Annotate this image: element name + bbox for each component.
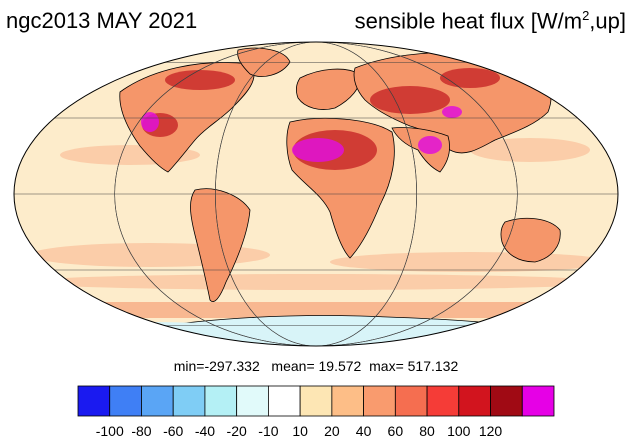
colorbar-tick-label: 80: [419, 423, 435, 439]
min-value: -297.332: [204, 358, 260, 374]
colorbar-box: [458, 385, 491, 417]
colorbar-box: [141, 385, 174, 417]
mean-value: 19.572: [318, 358, 362, 374]
extreme-spots: [141, 106, 462, 162]
colorbar-tick-label: -40: [195, 423, 215, 439]
variable-title-suffix: ,up]: [589, 8, 626, 34]
colorbar-box: [109, 385, 142, 417]
europe: [295, 68, 361, 110]
colorbar-tick-label: -10: [258, 423, 278, 439]
colorbar-tick-label: 40: [356, 423, 372, 439]
colorbar-box: [299, 385, 333, 417]
meridian-line: [215, 42, 417, 346]
mean-label: mean=: [271, 358, 315, 374]
colorbar-box: [204, 385, 238, 417]
variable-title-prefix: sensible heat flux [W/m: [354, 8, 583, 34]
variable-title-superscript: 2: [582, 8, 590, 23]
land-masses: [119, 47, 561, 346]
variable-title: sensible heat flux [W/m2,up]: [355, 8, 626, 34]
min-label: min=: [173, 358, 205, 374]
colorbar-tick-label: 20: [324, 423, 340, 439]
colorbar-box: [426, 385, 460, 417]
max-label: max=: [369, 358, 404, 374]
southern-ocean-band: [14, 302, 618, 318]
colorbar-box: [363, 385, 396, 417]
south-america: [190, 188, 251, 302]
colorbar-tick-label: 10: [292, 423, 308, 439]
colorbar-box: [394, 385, 428, 417]
colorbar-tick-label: 120: [479, 423, 503, 439]
statistics-line: min=-297.332 mean= 19.572 max= 517.132: [0, 358, 632, 374]
colorbar-box: [521, 385, 555, 417]
globe-outline: [13, 41, 619, 347]
colorbar-tick-label: -60: [163, 423, 183, 439]
colorbar-tick-label: -100: [96, 423, 124, 439]
australia: [500, 217, 561, 263]
colorbar-box: [172, 385, 206, 417]
colorbar-box: [490, 385, 523, 417]
graticule: [14, 42, 618, 346]
colorbar-tick-label: -80: [131, 423, 151, 439]
colorbar-tick-label: -20: [227, 423, 247, 439]
colorbar-tick-label: 60: [388, 423, 404, 439]
max-value: 517.132: [407, 358, 459, 374]
colorbar-tick-label: 100: [447, 423, 471, 439]
world-map: [13, 41, 619, 347]
colorbar-box: [236, 385, 269, 417]
colorbar-box: [267, 385, 301, 417]
meridian-line: [114, 42, 518, 346]
map-title: ngc2013 MAY 2021: [6, 8, 198, 33]
colorbar-box: [77, 385, 111, 417]
colorbar-box: [331, 385, 365, 417]
